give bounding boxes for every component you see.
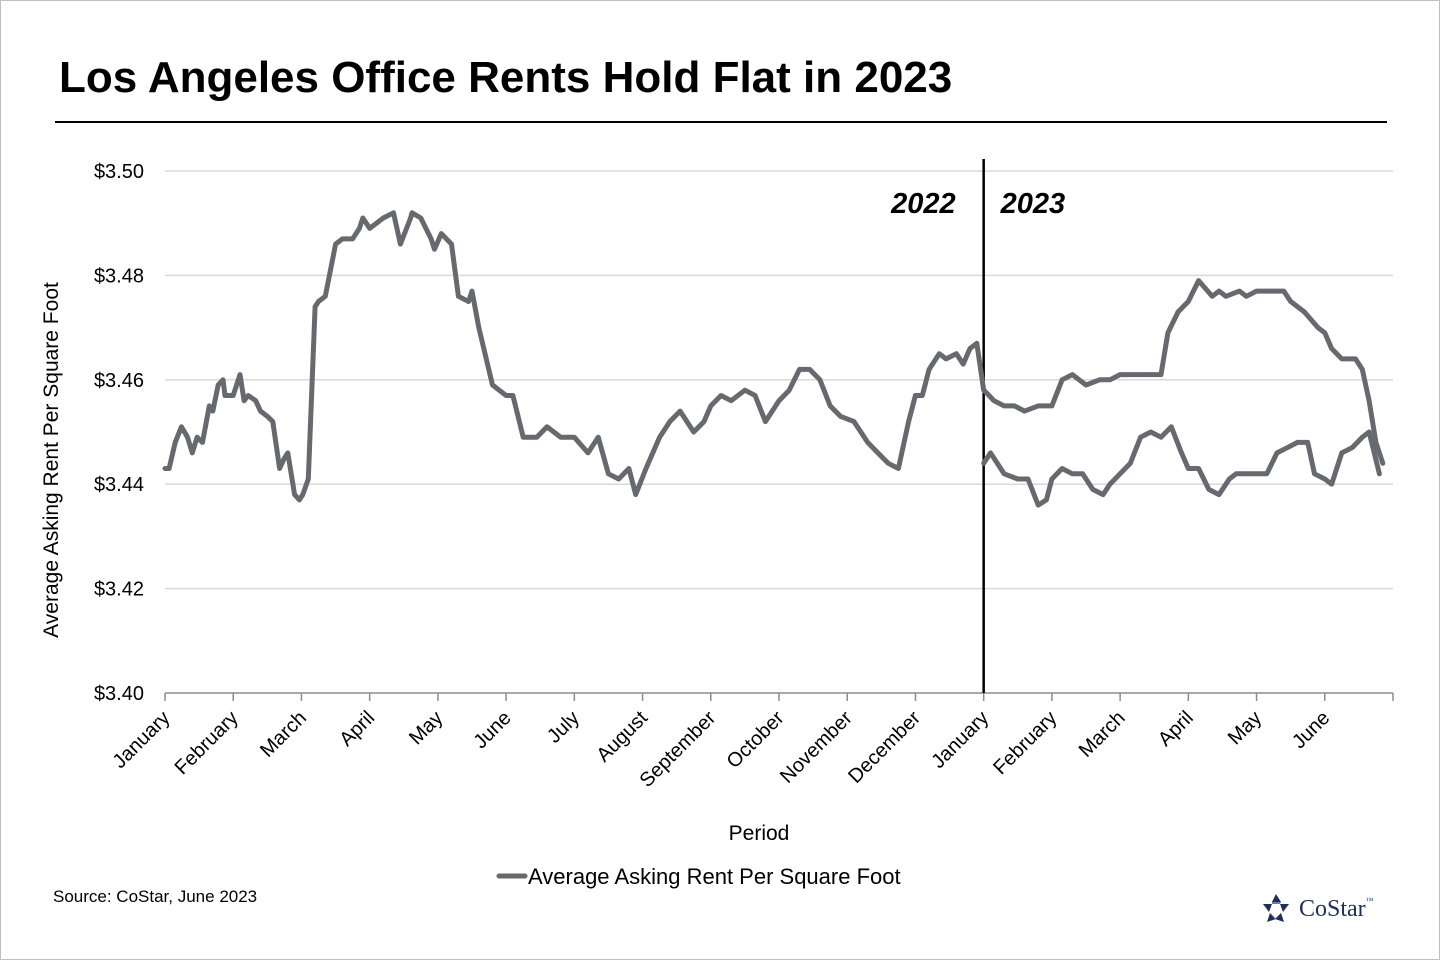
title-rule	[55, 121, 1387, 123]
y-tick-label: $3.40	[94, 683, 144, 705]
x-tick-label: July	[543, 707, 584, 748]
x-tick-label: May	[1224, 707, 1266, 749]
x-tick-label: January	[109, 707, 175, 773]
costar-wordmark-text: CoStar	[1299, 895, 1366, 922]
legend-label: Average Asking Rent Per Square Foot	[528, 864, 901, 889]
x-tick-label: August	[593, 707, 653, 767]
x-tick-label: June	[1288, 707, 1334, 753]
costar-wordmark: CoStar™	[1299, 896, 1374, 923]
x-tick-label: February	[989, 707, 1061, 779]
source-note: Source: CoStar, June 2023	[53, 887, 258, 906]
y-axis-title: Average Asking Rent Per Square Foot	[40, 282, 63, 638]
x-tick-label: February	[171, 707, 243, 779]
x-tick-label: October	[723, 707, 789, 773]
y-axis-ticks: $3.40 $3.42 $3.44 $3.46 $3.48 $3.50	[94, 161, 144, 705]
y-tick-label: $3.44	[94, 474, 144, 496]
y-tick-label: $3.46	[94, 370, 144, 392]
legend: Average Asking Rent Per Square Foot	[496, 864, 901, 889]
x-tick-label: January	[927, 707, 993, 773]
costar-logo: CoStar™	[1259, 889, 1389, 929]
series-line	[981, 424, 1382, 508]
x-tick-label: March	[256, 707, 311, 762]
y-tick-label: $3.48	[94, 265, 144, 287]
chart-title: Los Angeles Office Rents Hold Flat in 20…	[59, 53, 953, 102]
x-tick-label: March	[1075, 707, 1130, 762]
series-lines	[162, 210, 1386, 508]
x-tick-label: June	[469, 707, 515, 753]
trademark-symbol: ™	[1365, 895, 1374, 905]
y-tick-label: $3.42	[94, 579, 144, 601]
x-tick-label: April	[1154, 707, 1198, 751]
x-tick-label: November	[776, 707, 857, 788]
year-divider: 2022 2023	[890, 159, 1065, 693]
gridlines	[165, 170, 1393, 590]
year-label-2023: 2023	[1000, 188, 1066, 220]
x-tick-label: April	[335, 707, 379, 751]
x-tick-label: May	[405, 707, 447, 749]
y-tick-label: $3.50	[94, 161, 144, 183]
year-label-2022: 2022	[890, 188, 956, 220]
x-axis	[164, 692, 1394, 701]
x-tick-label: December	[844, 707, 925, 788]
series-line	[162, 210, 1386, 503]
costar-star-icon	[1263, 894, 1289, 922]
x-axis-title: Period	[729, 822, 790, 845]
